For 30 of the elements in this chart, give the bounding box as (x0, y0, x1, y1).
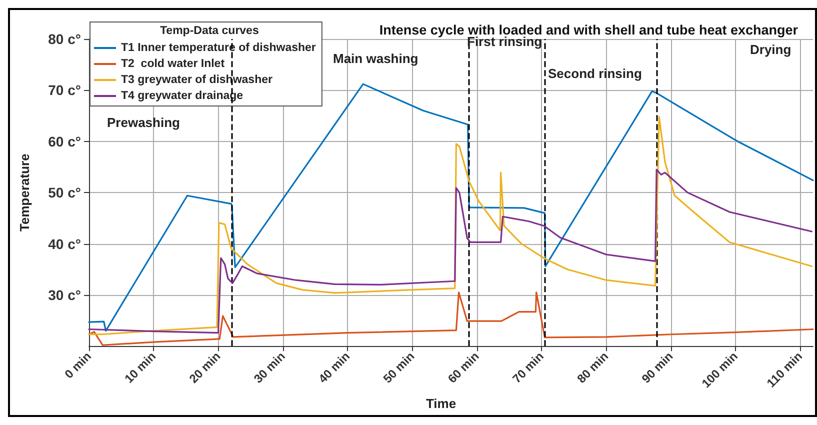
y-tick-label: 60 c° (48, 133, 81, 150)
y-tick-label: 30 c° (48, 286, 81, 303)
annotation: Drying (750, 42, 792, 57)
x-tick-label: 60 min (445, 349, 482, 386)
legend-title: Temp-Data curves (160, 25, 259, 37)
legend-label: T3 greywater of dishwasher (121, 74, 273, 86)
annotation: Main washing (333, 51, 418, 66)
x-tick-label: 20 min (186, 349, 224, 386)
legend-label: T1 Inner temperature of dishwasher (121, 42, 316, 54)
annotation: Prewashing (107, 115, 180, 130)
y-tick-label: 40 c° (48, 236, 81, 252)
x-tick-label: 90 min (638, 349, 676, 386)
y-axis-title: Temperature (17, 154, 32, 232)
x-tick-label: 80 min (574, 349, 612, 386)
x-tick-label: 40 min (316, 349, 353, 386)
legend-label: T4 greywater drainage (121, 90, 244, 102)
x-axis-title: Time (426, 396, 456, 411)
x-tick-label: 10 min (122, 349, 159, 386)
annotation: Second rinsing (548, 66, 642, 81)
x-tick-label: 30 min (251, 349, 288, 386)
x-tick-label: 110 min (764, 349, 806, 390)
y-tick-label: 80 c° (48, 31, 81, 47)
y-tick-label: 50 c° (48, 184, 81, 201)
legend-label: T2 cold water Inlet (121, 58, 225, 70)
x-tick-label: 0 min (62, 349, 94, 382)
line-series (88, 168, 813, 334)
x-tick-label: 50 min (380, 349, 418, 386)
x-tick-label: 100 min (698, 349, 740, 391)
x-tick-label: 70 min (510, 349, 546, 386)
y-tick-label: 70 c° (48, 82, 81, 98)
